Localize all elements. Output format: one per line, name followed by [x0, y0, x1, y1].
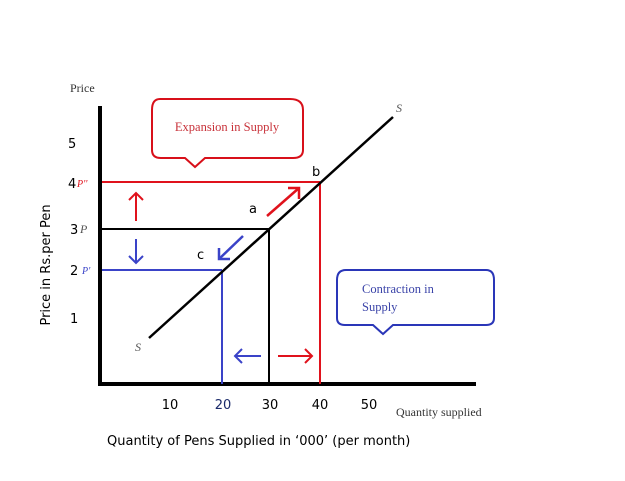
x-tick-10: 10 — [162, 398, 179, 413]
expansion-callout — [151, 98, 304, 169]
quantity-right-arrow-icon — [278, 348, 314, 364]
point-label-b: b — [312, 165, 320, 180]
y-tick-3: 3 — [70, 223, 78, 238]
x-tick-40: 40 — [312, 398, 329, 413]
contraction-callout-text-1: Contraction in — [362, 282, 435, 296]
point-label-c: c — [197, 248, 204, 263]
quantity-left-arrow-icon — [233, 348, 261, 364]
expansion-callout-text: Expansion in Supply — [175, 120, 280, 134]
price-down-arrow-icon — [128, 239, 144, 265]
price-caption: Price — [70, 81, 95, 95]
x-axis-title: Quantity of Pens Supplied in ‘000’ (per … — [107, 434, 410, 449]
quantity-caption: Quantity supplied — [396, 405, 482, 419]
y-tick-3-suffix: P — [79, 222, 88, 236]
supply-label-bottom: S — [135, 340, 141, 354]
contraction-callout — [336, 269, 495, 336]
y-tick-2: 2 — [70, 264, 78, 279]
supply-label-top: S — [396, 101, 402, 115]
x-tick-30: 30 — [262, 398, 279, 413]
y-axis-title: Price in Rs.per Pen — [39, 204, 54, 325]
y-tick-4-suffix: P'' — [76, 179, 88, 190]
contraction-callout-text-2: Supply — [362, 300, 398, 314]
y-tick-4: 4 — [68, 177, 76, 192]
y-tick-5: 5 — [68, 137, 76, 152]
contraction-curve-arrow-icon — [217, 235, 244, 261]
expansion-curve-arrow-icon — [266, 186, 301, 217]
y-tick-1: 1 — [70, 312, 78, 327]
x-tick-20: 20 — [215, 398, 232, 413]
x-tick-50: 50 — [361, 398, 378, 413]
price-up-arrow-icon — [128, 191, 144, 221]
y-tick-2-suffix: P' — [81, 266, 91, 277]
supply-curve — [148, 116, 394, 339]
point-label-a: a — [249, 202, 257, 217]
